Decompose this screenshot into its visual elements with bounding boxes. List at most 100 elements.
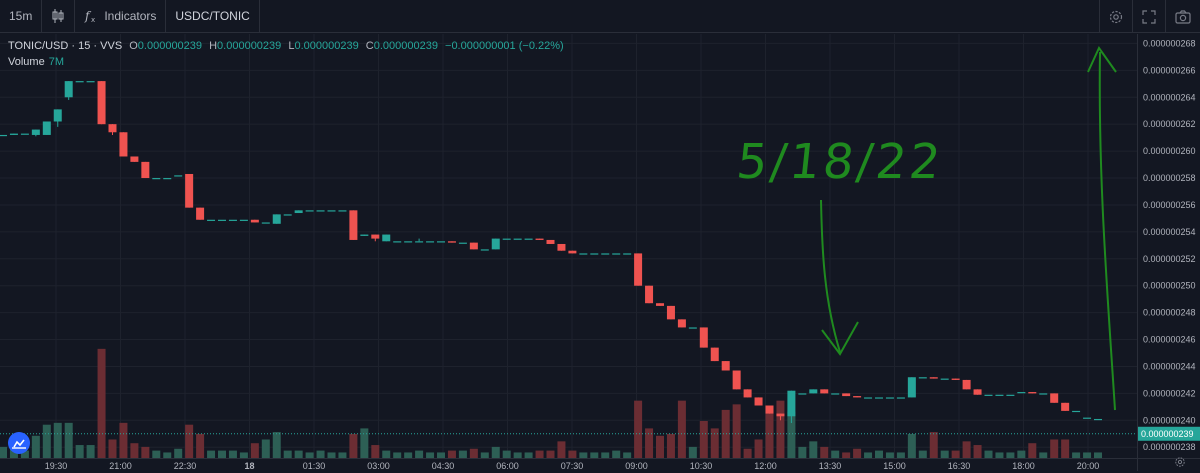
volume-bar [1072,452,1081,458]
candle-body [53,109,62,122]
legend-h-label: H [209,40,218,52]
volume-bar [634,400,643,458]
symbol-tab[interactable]: USDC/TONIC [166,0,260,33]
volume-bar [623,452,632,458]
chart-type-button[interactable] [42,0,76,33]
volume-bar [415,450,424,458]
candle-body [141,161,150,179]
volume-bar [907,433,916,458]
x-tick-label: 22:30 [174,461,197,471]
candle-body [0,134,7,137]
fullscreen-button[interactable] [1132,0,1165,33]
x-tick-label: 04:30 [432,461,455,471]
interval-label: 15m [9,9,33,23]
candle-body [349,210,358,240]
x-tick-label: 03:00 [367,461,390,471]
x-tick-label: 18 [244,461,254,471]
y-tick-label: 0.000000254 [1143,227,1196,237]
volume-bar [239,452,248,458]
y-tick-label: 0.000000252 [1143,254,1196,264]
volume-bar [174,448,183,458]
volume-bar [207,450,216,458]
volume-bar [798,446,807,458]
volume-bar [721,409,730,458]
candle-body [239,219,248,221]
indicators-button[interactable]: f x Indicators [75,0,167,33]
candle-body [218,219,226,221]
cloud-icon [12,439,26,449]
price-axis-bg [1137,34,1200,471]
candle-body [327,210,336,212]
candle-body [623,253,632,255]
axis-settings-button[interactable] [1174,455,1186,473]
volume-bar [590,452,599,458]
candle-body [743,389,752,398]
volume-bar [984,450,993,458]
candle-body [163,178,172,180]
y-tick-label: 0.000000246 [1143,335,1196,345]
current-price-label: 0.000000239 [1138,426,1200,441]
candle-body [207,219,216,221]
volume-bar [557,441,566,458]
volume-bar [218,450,226,458]
price-chart[interactable]: 5/18/22 0.0000002680.0000002660.00000026… [0,34,1200,471]
candle-body [42,121,51,135]
candle-body [415,241,424,243]
candlestick-icon [52,9,64,23]
candle-body [261,222,270,224]
x-tick-label: 19:30 [45,461,68,471]
candle-body [809,389,818,394]
legend-l-value: 0.000000239 [294,40,359,52]
candle-body [721,361,730,371]
candle-body [31,129,40,135]
candle-body [656,303,664,306]
candle-body [283,214,292,216]
snapshot-button[interactable] [1165,0,1200,33]
candle-body [426,241,435,243]
volume-bar [875,450,883,458]
volume-bar [732,404,741,458]
volume-bar [1017,450,1026,458]
volume-bar [699,421,708,458]
x-tick-label: 21:00 [109,461,132,471]
candle-body [918,377,927,379]
x-tick-label: 07:30 [561,461,584,471]
candle-body [185,173,194,208]
volume-bar [250,443,259,458]
candle-body [64,81,73,98]
volume-bar [53,422,62,458]
candle-body [75,81,84,83]
symbol-tab-label: USDC/TONIC [175,9,250,23]
volume-bar [86,445,95,458]
tradingview-logo[interactable] [8,432,30,454]
settings-button[interactable] [1099,0,1132,33]
annotation-down-arrowhead [821,321,859,356]
candle-body [831,393,840,395]
volume-bar [327,452,336,458]
candle-body [940,378,949,380]
volume-bar [130,443,139,458]
volume-bar [349,433,358,458]
volume-bar [754,439,763,458]
x-tick-label: 09:00 [625,461,648,471]
volume-bar [688,446,697,458]
annotation-up-arrowhead [1087,46,1117,73]
volume-bar [831,450,840,458]
gear-icon [1109,10,1123,23]
candle-body [546,239,555,244]
candle-body [404,241,413,243]
volume-bar [962,441,971,458]
candle-body [688,327,697,329]
candle-body [929,377,938,379]
volume-bar [842,452,851,458]
volume-bar [20,450,29,458]
candle-body [1017,392,1026,394]
volume-bar [0,446,7,458]
volume-bar [820,446,829,458]
volume-bar [469,448,478,458]
candle-body [97,81,106,125]
candle-body [776,413,785,417]
interval-button[interactable]: 15m [0,0,43,33]
y-tick-label: 0.000000260 [1143,146,1196,156]
y-tick-label: 0.000000258 [1143,173,1196,183]
